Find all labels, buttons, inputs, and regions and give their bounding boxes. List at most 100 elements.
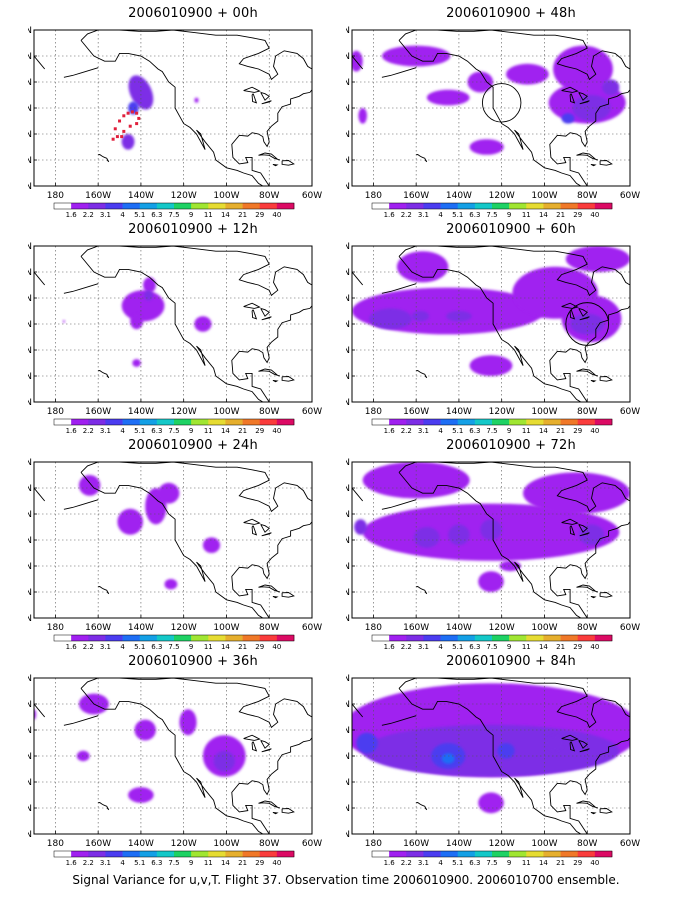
colorbar-label: 9: [189, 211, 193, 219]
coastline: [80, 256, 312, 402]
colorbar-swatch: [372, 851, 390, 857]
lat-tick-label: 40N: [346, 320, 350, 330]
lon-tick-label: 60W: [302, 839, 322, 849]
map-panel-24h: 2006010900 + 24h 10N 20N 30N 40N 50N 60N 70N 18…: [28, 438, 358, 654]
lon-tick-label: 100W: [531, 839, 557, 849]
colorbar-label: 3.1: [100, 427, 111, 435]
colorbar-swatch: [88, 203, 106, 209]
lat-tick-label: 50N: [28, 78, 32, 88]
coastline: [98, 802, 110, 811]
coastline: [243, 734, 261, 741]
lon-tick-label: 100W: [213, 623, 239, 633]
lon-tick-label: 180: [365, 407, 382, 417]
colorbar-swatch: [543, 203, 561, 209]
variance-blob: [132, 359, 141, 367]
lon-tick-label: 60W: [620, 191, 640, 201]
colorbar-swatch: [457, 635, 476, 641]
coastline: [569, 741, 576, 752]
colorbar-swatch: [54, 635, 72, 641]
colorbar-swatch: [594, 851, 613, 857]
lat-tick-label: 40N: [346, 104, 350, 114]
colorbar-swatch: [208, 419, 226, 425]
coastline: [80, 40, 312, 186]
lat-tick-label: 20N: [28, 588, 32, 598]
lat-tick-label: 60N: [346, 484, 350, 494]
coastline: [579, 316, 590, 321]
colorbar-swatch: [560, 203, 579, 209]
variance-blob: [194, 97, 199, 103]
colorbar-label: 6.3: [151, 427, 162, 435]
colorbar-label: 14: [539, 427, 548, 435]
obs-marker: [118, 119, 122, 123]
lat-tick-label: 70N: [346, 458, 350, 468]
variance-blob: [213, 750, 235, 772]
colorbar-label: 1.6: [66, 859, 78, 867]
lat-tick-label: 30N: [346, 346, 350, 356]
colorbar: 1.6 2.2 3.1 4 5.1 6.3 7.5 9 11 14 21 29 40: [371, 634, 613, 651]
colorbar-label: 2.2: [83, 643, 94, 651]
colorbar-swatch: [457, 203, 476, 209]
colorbar-label: 3.1: [418, 643, 429, 651]
coastline: [258, 152, 281, 161]
lon-tick-label: 160W: [403, 623, 429, 633]
colorbar-swatch: [509, 635, 527, 641]
colorbar-label: 5.1: [452, 211, 463, 219]
variance-blob: [478, 571, 504, 592]
variance-blob: [164, 579, 178, 590]
coastline: [569, 93, 576, 104]
obs-marker: [128, 124, 132, 128]
map-panel-72h: 2006010900 + 72h 10N 20N 30N 40N 50N 60N 70N 18…: [346, 438, 676, 654]
colorbar-label: 14: [539, 211, 548, 219]
coastline: [352, 271, 364, 286]
coastline: [261, 532, 272, 537]
variance-blob: [362, 724, 620, 777]
obs-marker: [135, 111, 139, 115]
colorbar-label: 1.6: [384, 427, 396, 435]
colorbar-swatch: [71, 635, 89, 641]
coastline: [578, 739, 588, 749]
variance-blob: [134, 719, 156, 741]
lat-tick-label: 60N: [346, 52, 350, 62]
colorbar-swatch: [259, 203, 278, 209]
variance-blob: [356, 732, 378, 754]
lon-tick-label: 140W: [446, 407, 472, 417]
map-panel-36h: 2006010900 + 36h 10N 20N 30N 40N 50N 60N 70N 18…: [28, 654, 358, 870]
colorbar-label: 11: [522, 859, 531, 867]
variance-blob: [561, 113, 575, 124]
colorbar-swatch: [208, 203, 226, 209]
variance-shading: [352, 246, 630, 376]
lon-tick-label: 80W: [259, 191, 279, 201]
colorbar-label: 21: [556, 427, 565, 435]
coastline: [80, 472, 312, 618]
colorbar-label: 29: [255, 643, 264, 651]
lat-tick-label: 50N: [346, 78, 350, 88]
panel-title: 2006010900 + 72h: [446, 438, 576, 453]
coastline: [272, 379, 279, 383]
colorbar-swatch: [423, 419, 441, 425]
colorbar-swatch: [577, 635, 596, 641]
colorbar-label: 11: [204, 643, 213, 651]
colorbar-swatch: [389, 419, 407, 425]
variance-blob: [144, 290, 153, 301]
colorbar-swatch: [242, 635, 261, 641]
obs-marker: [137, 116, 141, 120]
colorbar-swatch: [156, 635, 175, 641]
obs-marker: [126, 111, 130, 115]
lat-tick-label: 40N: [28, 104, 32, 114]
colorbar-label: 4: [120, 643, 125, 651]
coastline: [281, 376, 295, 382]
variance-blob: [565, 246, 630, 272]
map-svg-00h: 10N 20N 30N 40N 50N 60N 70N 180 160W 140W 120W 100W…: [28, 26, 322, 219]
coastline: [63, 67, 99, 78]
lat-tick-label: 60N: [28, 700, 32, 710]
colorbar-swatch: [474, 419, 493, 425]
lon-tick-label: 160W: [403, 839, 429, 849]
coastline: [381, 283, 417, 294]
lat-tick-label: 60N: [28, 484, 32, 494]
coastline: [281, 160, 295, 166]
coastline: [258, 584, 281, 593]
lat-tick-label: 40N: [28, 752, 32, 762]
coastline: [272, 595, 279, 599]
lon-tick-label: 140W: [128, 623, 154, 633]
colorbar-label: 14: [539, 859, 548, 867]
